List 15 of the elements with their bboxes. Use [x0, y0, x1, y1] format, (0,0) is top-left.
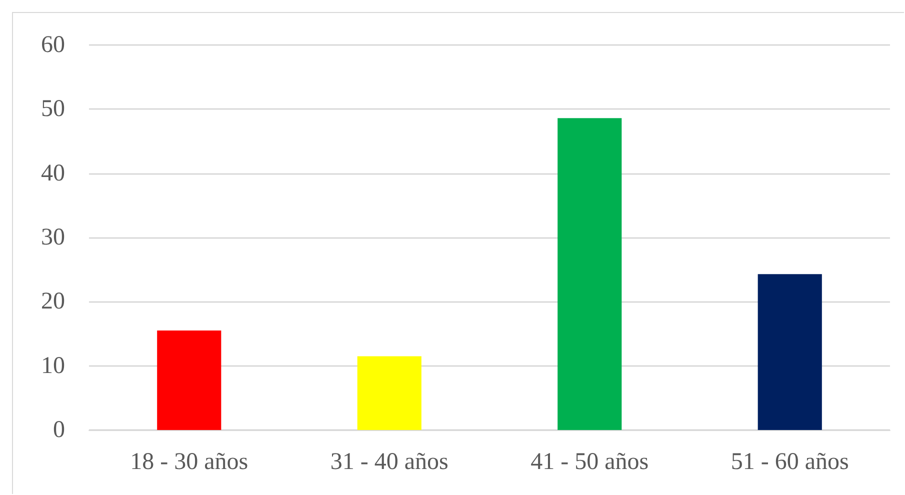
- y-tick-label: 0: [53, 417, 65, 443]
- x-tick-label: 31 - 40 años: [330, 449, 448, 475]
- y-tick-label: 30: [41, 224, 65, 250]
- x-tick-label: 41 - 50 años: [530, 449, 649, 475]
- bar: [758, 274, 822, 430]
- bar: [357, 356, 422, 430]
- bar: [558, 118, 622, 430]
- bar: [157, 330, 222, 430]
- x-tick-label: 18 - 30 años: [130, 449, 248, 475]
- x-tick-label: 51 - 60 años: [730, 449, 849, 475]
- y-tick-label: 20: [41, 288, 65, 315]
- y-tick-label: 50: [41, 96, 65, 122]
- y-tick-label: 10: [41, 352, 65, 379]
- y-tick-label: 60: [41, 32, 65, 58]
- y-tick-label: 40: [41, 160, 65, 186]
